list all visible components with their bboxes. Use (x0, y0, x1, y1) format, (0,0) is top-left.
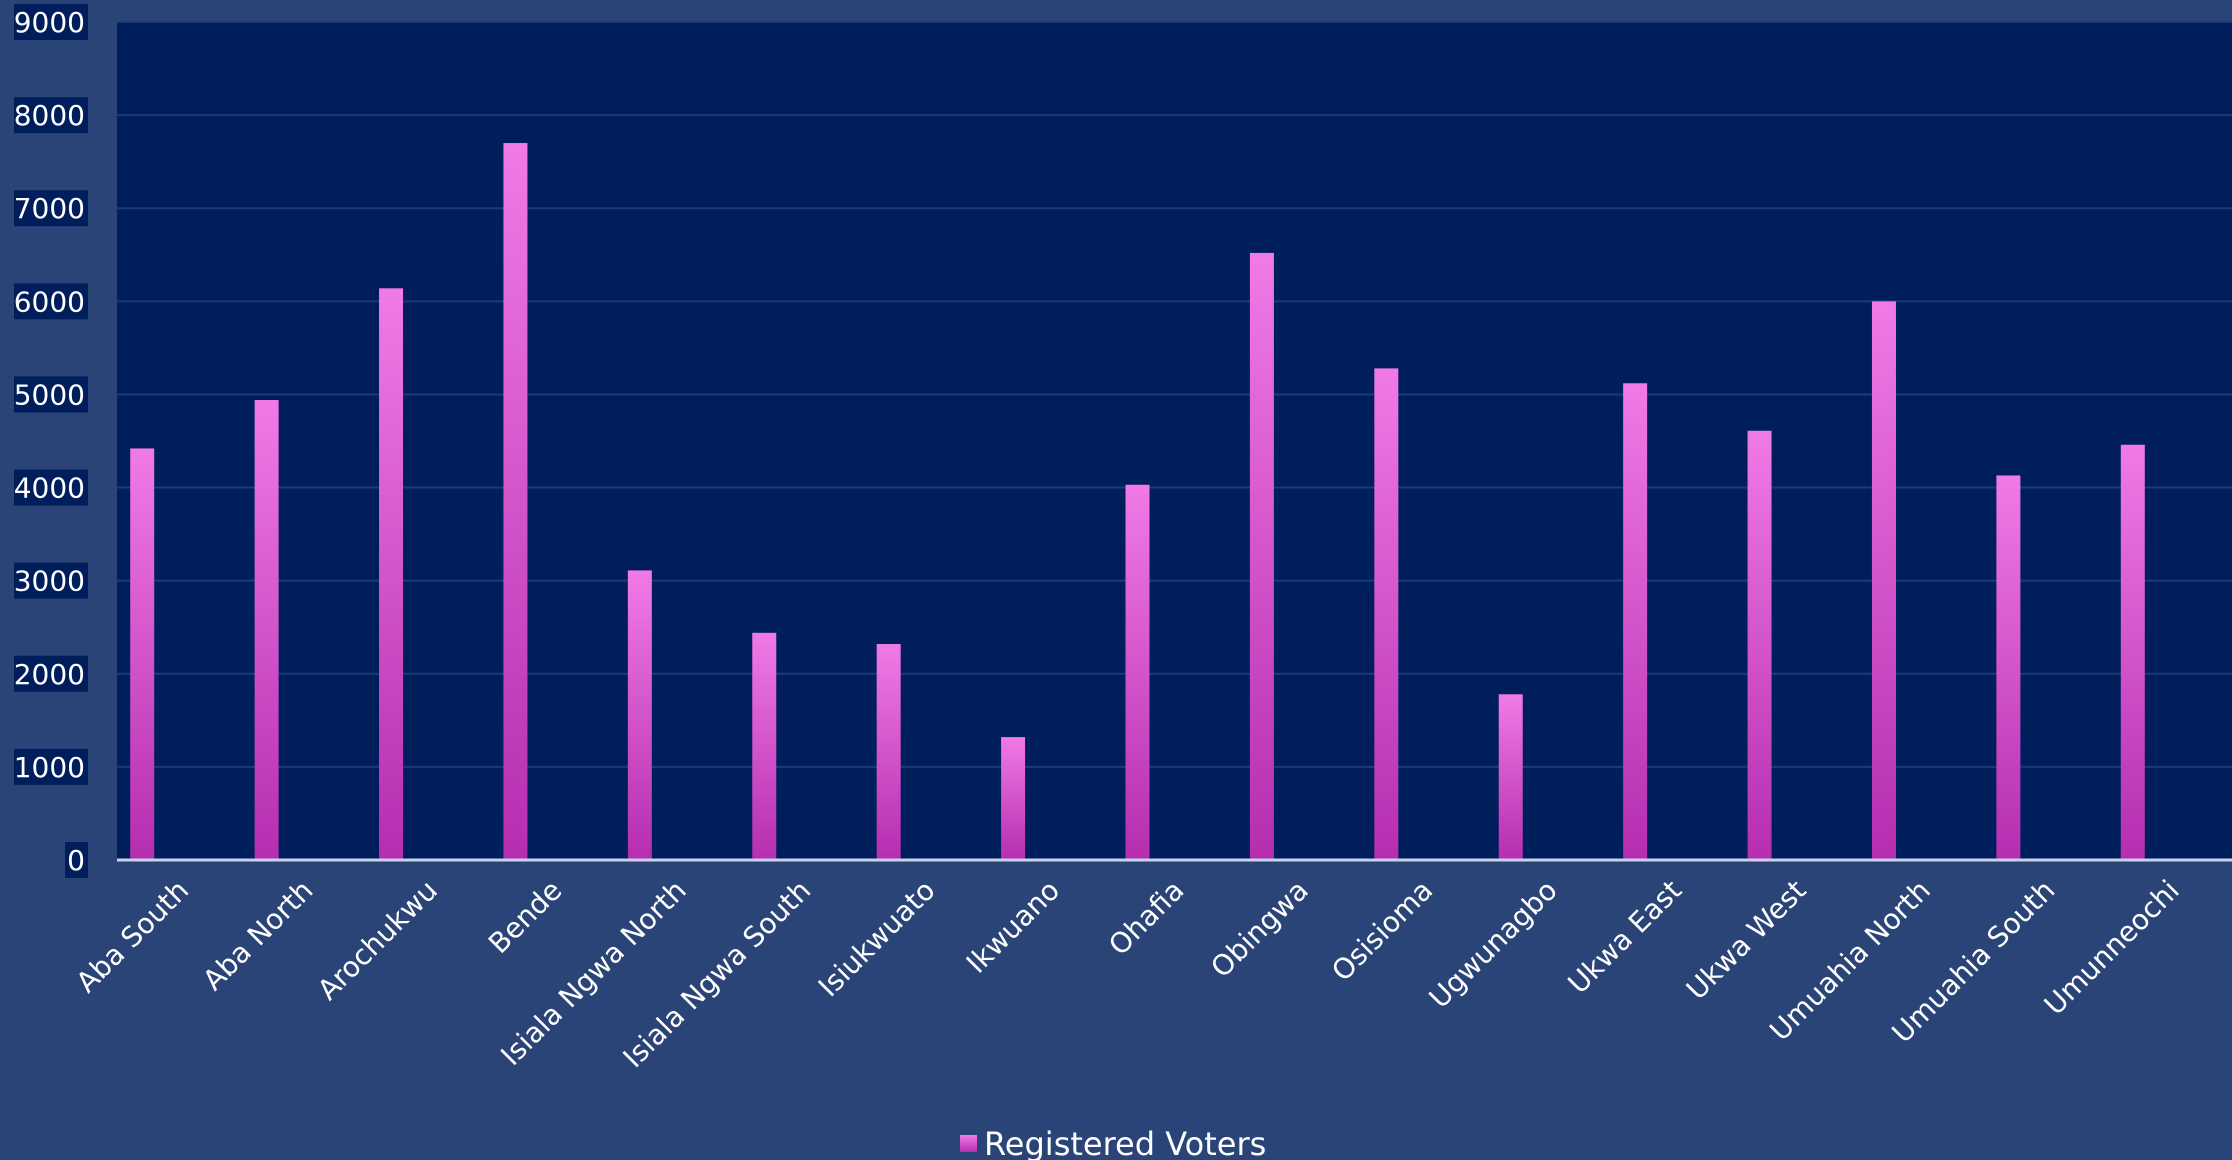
x-category-label: Ikwuano (960, 874, 1066, 980)
y-tick-label-background (14, 376, 88, 413)
bar (254, 400, 279, 860)
y-tick: 0 (65, 842, 88, 878)
bar (503, 143, 528, 861)
bar (1249, 252, 1274, 861)
bar (1871, 301, 1896, 860)
y-tick: 9000 (14, 4, 88, 40)
y-tick: 1000 (14, 748, 88, 785)
y-axis-ticks: 0 1000 2000 3000 4000 5000 6000 7000 8000 9000 (14, 4, 88, 878)
y-tick-label-background (14, 283, 88, 320)
bar (1996, 475, 2021, 860)
bar (379, 288, 404, 860)
y-tick-label-background (14, 469, 88, 506)
bar (752, 632, 777, 860)
y-tick-label: 4000 (14, 472, 85, 505)
legend: Registered Voters (960, 1125, 1266, 1160)
y-tick-label-background (14, 748, 88, 785)
y-tick-label-background (14, 562, 88, 599)
x-category-label: Ugwunagbo (1423, 874, 1564, 1015)
bar (1623, 383, 1648, 860)
y-tick-label: 3000 (14, 565, 85, 598)
y-tick: 6000 (14, 283, 88, 320)
x-category-label: Ukwa East (1561, 874, 1688, 1001)
legend-label: Registered Voters (984, 1125, 1266, 1160)
x-category-label: Osisioma (1325, 874, 1439, 988)
bar (1374, 368, 1399, 860)
x-category-label: Obingwa (1204, 874, 1314, 984)
plot-area (117, 22, 2232, 860)
bar (1001, 737, 1026, 860)
y-tick-label-background (14, 655, 88, 692)
x-category-label: Bende (482, 874, 568, 960)
x-category-label: Arochukwu (311, 874, 444, 1007)
x-category-label: Ukwa West (1680, 874, 1813, 1007)
x-category-label: Isiukwuato (812, 874, 942, 1004)
y-tick-label: 8000 (14, 99, 85, 132)
y-tick-label: 6000 (14, 285, 85, 318)
gridlines (117, 21, 2232, 768)
y-tick-label-background (14, 4, 88, 40)
x-category-label: Ohafia (1102, 874, 1190, 962)
y-tick: 5000 (14, 376, 88, 413)
bar (876, 643, 901, 860)
bars (130, 143, 2145, 861)
y-tick-label-background (65, 842, 88, 878)
y-tick-label: 2000 (14, 658, 85, 691)
bar (2120, 444, 2145, 860)
y-tick-label: 5000 (14, 378, 85, 411)
bar (1498, 694, 1523, 860)
bar (627, 570, 652, 860)
y-tick-label-background (14, 97, 88, 134)
bar (1125, 484, 1150, 860)
y-tick: 2000 (14, 655, 88, 692)
x-category-label: Aba South (70, 874, 195, 999)
y-tick-label: 0 (67, 844, 85, 877)
y-tick: 4000 (14, 469, 88, 506)
y-tick-label: 1000 (14, 751, 85, 784)
y-tick-label: 7000 (14, 192, 85, 225)
y-tick-label-background (14, 190, 88, 227)
bar (1747, 430, 1772, 860)
y-tick: 7000 (14, 190, 88, 227)
bar (130, 448, 155, 860)
legend-swatch (960, 1135, 977, 1152)
y-tick-label: 9000 (14, 6, 85, 39)
y-tick: 8000 (14, 97, 88, 134)
x-category-label: Aba North (196, 874, 319, 997)
y-tick: 3000 (14, 562, 88, 599)
